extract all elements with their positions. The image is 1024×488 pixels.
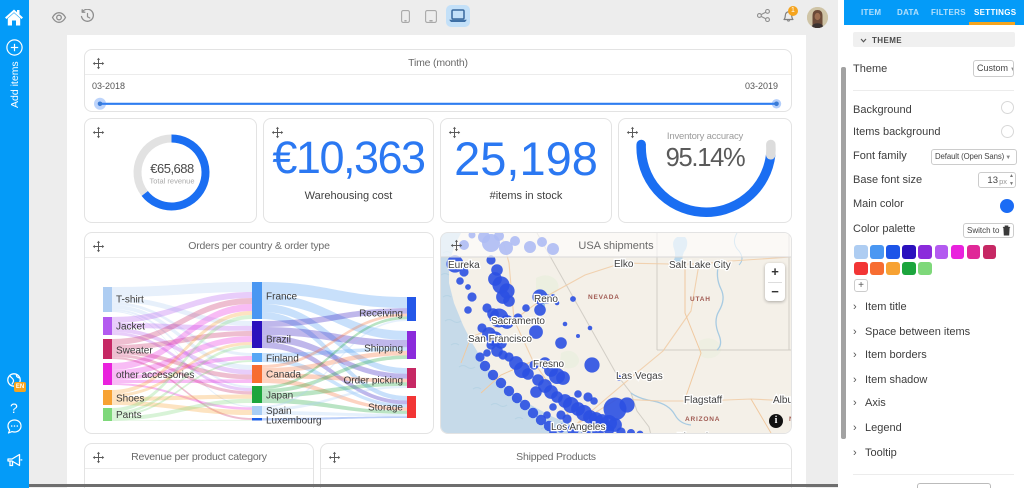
svg-text:NEVADA: NEVADA (588, 294, 620, 301)
svg-text:T-shirt: T-shirt (116, 295, 144, 306)
svg-text:France: France (266, 292, 298, 303)
svg-text:Salt Lake City: Salt Lake City (669, 260, 731, 271)
svg-text:Shipping: Shipping (364, 344, 403, 355)
svg-text:Reno: Reno (534, 294, 558, 305)
svg-text:Elko: Elko (614, 259, 634, 270)
svg-text:USA shipments: USA shipments (578, 240, 654, 252)
svg-text:San Francisco: San Francisco (468, 334, 532, 345)
svg-text:Las Vegas: Las Vegas (616, 371, 663, 382)
svg-text:Storage: Storage (368, 403, 403, 414)
svg-text:Phoenix: Phoenix (677, 432, 713, 433)
svg-text:N: N (789, 416, 791, 423)
svg-text:ARIZONA: ARIZONA (685, 416, 720, 423)
svg-text:Luxembourg: Luxembourg (266, 416, 322, 427)
svg-text:Flagstaff: Flagstaff (684, 395, 722, 406)
svg-text:Spain: Spain (266, 406, 292, 417)
svg-text:Japan: Japan (266, 391, 293, 402)
svg-text:Sacramento: Sacramento (491, 316, 545, 327)
svg-text:Eureka: Eureka (448, 260, 480, 271)
svg-text:Shoes: Shoes (116, 394, 144, 405)
svg-text:Albuq: Albuq (773, 395, 791, 406)
svg-text:Pants: Pants (116, 410, 142, 421)
svg-text:€65,688: €65,688 (150, 161, 194, 176)
svg-text:Los Angeles: Los Angeles (551, 422, 606, 433)
svg-text:Brazil: Brazil (266, 335, 291, 346)
svg-text:Order picking: Order picking (344, 376, 403, 387)
svg-text:Canada: Canada (266, 370, 301, 381)
svg-text:Fresno: Fresno (533, 359, 565, 370)
svg-text:Finland: Finland (266, 354, 299, 365)
svg-text:Total revenue: Total revenue (149, 177, 194, 186)
svg-text:UTAH: UTAH (690, 296, 711, 303)
svg-text:other accessories: other accessories (116, 370, 194, 381)
svg-text:Receiving: Receiving (359, 309, 403, 320)
svg-text:Sweater: Sweater (116, 346, 153, 357)
svg-text:Jacket: Jacket (116, 322, 145, 333)
